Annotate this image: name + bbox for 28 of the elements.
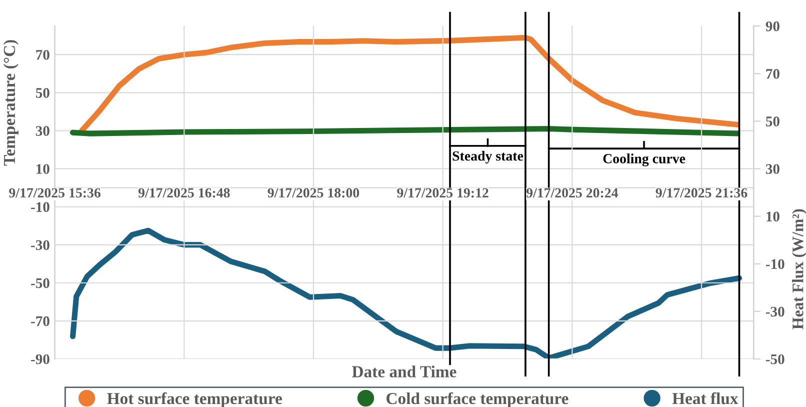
x-tick-label: 9/17/2025 19:12 [397,188,488,198]
y2-tick-label: 90 [766,21,780,32]
y2-tick-label: 10 [766,212,780,222]
annotation: Steady state [452,150,524,164]
legend-label: Heat flux [672,392,738,404]
y-tick-label: 70 [36,50,50,60]
x-tick-label: 9/17/2025 16:48 [138,188,230,198]
y-tick-label: 50 [36,88,50,98]
y2-tick-label: -10 [766,259,784,270]
x-axis-title: Date and Time [352,366,456,378]
annotation: Cooling curve [603,154,686,166]
x-tick-label: 9/17/2025 20:24 [526,188,618,198]
y2-tick-label: -30 [766,306,784,317]
x-tick-label: 9/17/2025 18:00 [268,188,360,198]
y2-tick-label: 50 [766,116,780,126]
y-tick-label: -30 [31,240,50,250]
x-tick-label: 9/17/2025 15:36 [9,188,101,198]
y-tick-label: 30 [36,126,50,136]
y2-tick-label: 30 [766,164,780,174]
y-tick-label: -10 [31,202,50,212]
y-tick-label: -90 [31,354,50,364]
y-tick-label: -70 [31,316,50,326]
y-tick-label: -50 [31,278,50,288]
y-axis-title: Temperature (°C) [3,40,18,166]
y2-tick-label: -50 [766,354,784,364]
x-tick-label: 9/17/2025 21:36 [656,188,748,198]
y-tick-label: 10 [36,164,50,174]
y2-tick-label: 70 [766,68,780,79]
